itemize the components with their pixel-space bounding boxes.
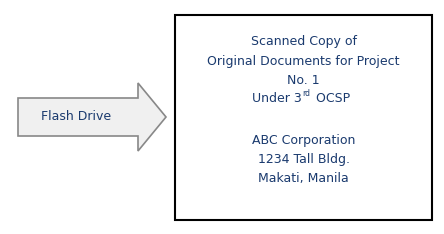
- Text: ABC Corporation: ABC Corporation: [252, 134, 355, 147]
- Text: 1234 Tall Bldg.: 1234 Tall Bldg.: [258, 153, 349, 166]
- Text: Original Documents for Project: Original Documents for Project: [207, 55, 400, 67]
- Text: Flash Drive: Flash Drive: [40, 110, 111, 124]
- Text: Under 3: Under 3: [252, 92, 301, 106]
- Polygon shape: [18, 83, 166, 151]
- Text: rd: rd: [302, 89, 310, 99]
- Text: Scanned Copy of: Scanned Copy of: [250, 36, 357, 48]
- Text: Makati, Manila: Makati, Manila: [258, 172, 349, 185]
- Text: No. 1: No. 1: [287, 73, 320, 87]
- Text: OCSP: OCSP: [312, 92, 349, 106]
- Bar: [175, 15, 432, 220]
